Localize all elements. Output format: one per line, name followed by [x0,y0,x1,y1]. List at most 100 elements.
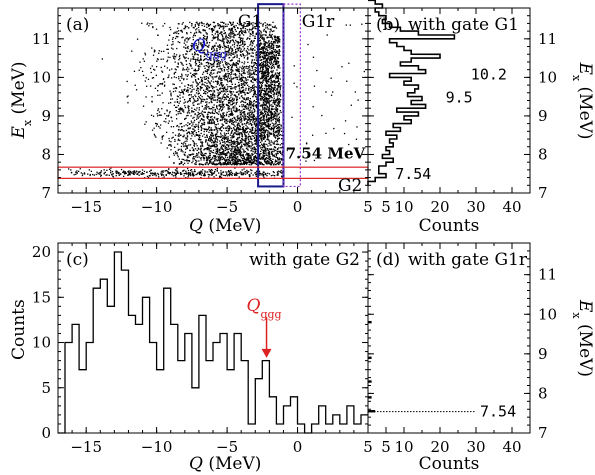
scatter-point-band [146,171,148,173]
scatter-point [172,132,174,134]
scatter-point [250,104,252,106]
scatter-point [241,77,243,80]
scatter-point [218,104,220,106]
scatter-point-gate [263,100,265,102]
scatter-point-gate [259,129,261,131]
scatter-point [161,83,164,85]
scatter-point [201,84,203,86]
scatter-point [230,54,232,57]
scatter-point [252,143,254,146]
scatter-point-band [222,171,224,173]
scatter-point [187,74,189,76]
scatter-point [259,124,261,126]
scatter-point [245,32,247,34]
scatter-point [250,131,252,133]
scatter-point [212,112,214,114]
scatter-point [262,23,264,25]
scatter-point [201,45,203,47]
scatter-point [192,133,195,135]
scatter-point [219,151,221,154]
scatter-point [181,73,183,75]
scatter-point [244,113,246,115]
scatter-point [249,122,252,125]
scatter-point [186,51,189,53]
scatter-point [216,64,218,66]
scatter-point [174,58,176,60]
scatter-point-band [123,175,125,177]
scatter-point [208,150,210,152]
scatter-point [225,64,227,66]
scatter-point [211,90,213,92]
scatter-point [227,72,229,75]
scatter-point [277,135,279,137]
scatter-point-band [247,170,249,173]
scatter-point [145,121,147,123]
scatter-point [168,140,171,142]
scatter-point [180,122,183,125]
scatter-point [243,105,245,107]
scatter-point [183,111,185,113]
scatter-point [198,31,200,33]
scatter-point [271,51,273,53]
scatter-point [212,76,214,78]
scatter-point [224,48,226,50]
scatter-point [261,128,263,131]
scatter-point [275,160,277,162]
scatter-point [279,90,281,92]
scatter-point [214,155,217,157]
scatter-point [209,82,211,84]
scatter-point [253,88,255,90]
scatter-point [272,53,274,55]
scatter-point-band [274,175,276,177]
scatter-point [212,149,215,151]
scatter-point-gate [274,52,276,54]
scatter-point [206,45,208,48]
scatter-point [229,161,232,163]
scatter-point [242,138,244,141]
scatter-point [243,131,246,133]
scatter-point [173,87,175,90]
scatter-point [223,30,225,32]
scatter-point [169,144,171,146]
scatter-point [192,117,194,119]
scatter-point [183,56,185,59]
scatter-point [271,80,273,83]
scatter-point [208,159,211,162]
scatter-point [222,124,224,126]
scatter-point [246,138,248,140]
scatter-point [211,145,213,147]
scatter-point [244,101,247,104]
scatter-point [151,77,154,79]
scatter-point [272,52,274,54]
scatter-point-gate [273,97,275,99]
scatter-point [214,146,216,148]
scatter-point [213,86,215,89]
scatter-point [245,154,247,156]
scatter-point [192,55,194,58]
scatter-point [169,110,171,113]
scatter-point [264,154,266,157]
scatter-point [186,155,188,157]
scatter-point [279,87,281,89]
scatter-point [192,58,194,60]
scatter-point [181,63,183,65]
scatter-point [248,70,250,72]
scatter-point [201,142,203,144]
scatter-point [167,56,169,58]
scatter-point-gate [270,90,272,92]
scatter-point-gate [266,51,268,53]
scatter-point [236,62,238,64]
scatter-point [184,40,186,42]
scatter-point [209,75,212,77]
scatter-point [176,95,179,97]
scatter-point [271,141,273,143]
scatter-point [245,136,247,139]
scatter-point [222,115,224,117]
scatter-point [231,149,233,151]
scatter-point [219,48,221,50]
scatter-point [182,164,184,166]
scatter-point [224,79,226,81]
scatter-point [197,90,199,92]
scatter-point [202,40,205,43]
scatter-point [209,90,212,92]
